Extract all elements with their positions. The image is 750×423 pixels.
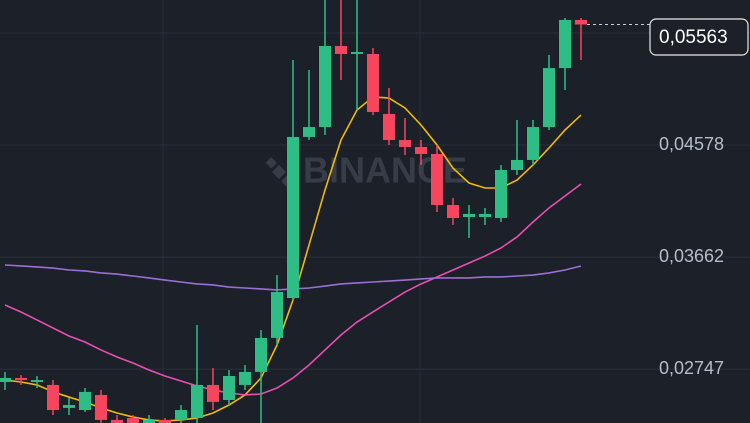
candle-body <box>0 377 11 382</box>
candle-body <box>303 127 315 137</box>
candle-body <box>367 53 379 112</box>
candle-body <box>15 377 27 381</box>
candle-body <box>287 136 299 299</box>
y-tick-label: 0,02747 <box>659 358 724 378</box>
candle-body <box>127 417 139 423</box>
candle-body <box>319 46 331 128</box>
candle-body <box>511 159 523 171</box>
current-price-label: 0,05563 <box>659 27 728 48</box>
candle-body <box>383 113 395 141</box>
candle-body <box>63 405 75 408</box>
candle-body <box>95 394 107 420</box>
candle-body <box>351 52 363 54</box>
candle-body <box>447 205 459 218</box>
candle-body <box>271 292 283 338</box>
candle-body <box>159 419 171 423</box>
candle-body <box>543 68 555 128</box>
candle-body <box>495 170 507 218</box>
grid <box>0 32 750 370</box>
candle-body <box>79 391 91 411</box>
candle-body <box>463 213 475 218</box>
y-tick-label: 0,03662 <box>659 246 724 266</box>
candle-body <box>31 380 43 382</box>
candle-body <box>191 384 203 418</box>
candle-body <box>47 384 59 411</box>
candle-body <box>335 46 347 54</box>
candle-body <box>415 146 427 154</box>
candle-body <box>175 410 187 420</box>
ma-line <box>4 183 582 396</box>
candle-body <box>575 19 587 25</box>
candle-body <box>207 384 219 402</box>
candle-body <box>255 337 267 372</box>
candle-body <box>479 213 491 218</box>
candle-body <box>431 153 443 206</box>
candle-body <box>239 371 251 385</box>
candle-body <box>399 140 411 147</box>
y-tick-label: 0,04578 <box>659 134 724 154</box>
current-price-box <box>649 18 749 56</box>
candle-body <box>527 127 539 160</box>
candle-body <box>223 376 235 400</box>
candles <box>0 0 587 423</box>
candle-body <box>559 19 571 69</box>
candle-body <box>111 419 123 423</box>
candle-body <box>143 419 155 423</box>
